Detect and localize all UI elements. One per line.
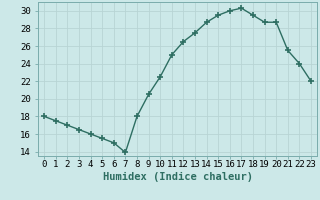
X-axis label: Humidex (Indice chaleur): Humidex (Indice chaleur) (103, 172, 252, 182)
